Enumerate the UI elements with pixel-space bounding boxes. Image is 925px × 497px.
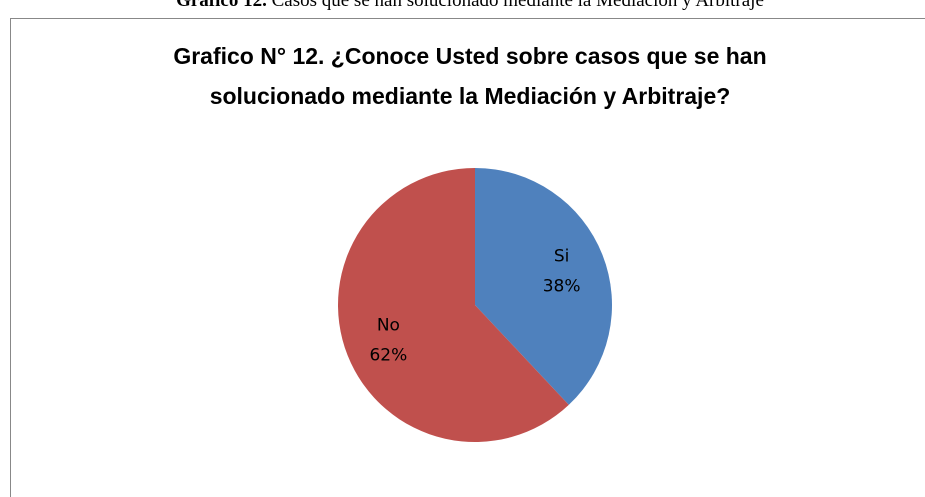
slice-percent: 38% [543,277,581,297]
data-label: Si 38% [543,247,581,297]
slice-name: No [377,315,400,335]
caption-label: Grafico 12. [176,0,267,11]
chart-border [10,18,925,497]
caption-text: Casos que se han solucionado mediante la… [272,0,764,11]
caption: Grafico 12. Casos que se han solucionado… [176,0,764,11]
chart-title: solucionado mediante la Mediación y Arbi… [210,83,731,109]
chart-title: Grafico N° 12. ¿Conoce Usted sobre casos… [173,43,766,69]
pie-slice [337,168,569,442]
slice-percent: 62% [369,345,407,365]
pie-slice [475,168,612,405]
data-label: No 62% [369,315,407,365]
slice-name: Si [554,247,570,267]
